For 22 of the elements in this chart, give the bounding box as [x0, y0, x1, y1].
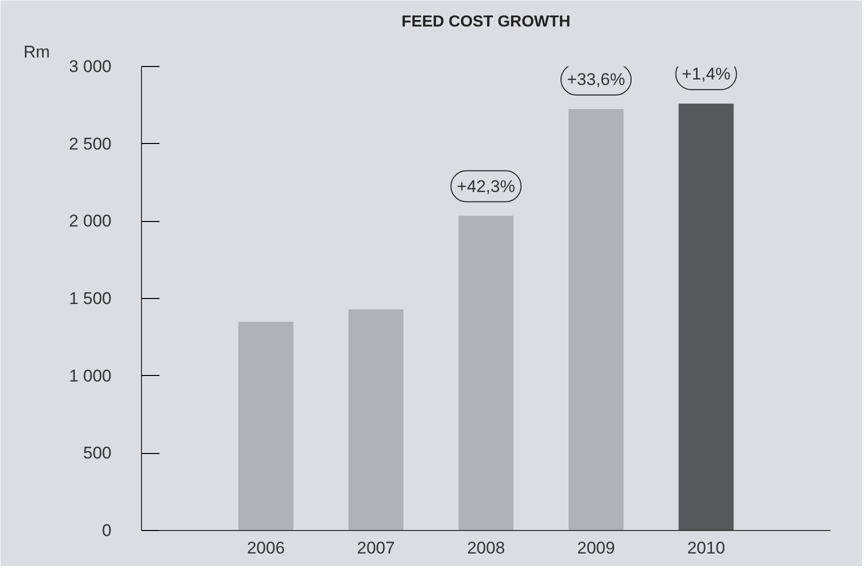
x-tick-label: 2007: [357, 538, 395, 558]
y-tick-label: 2 000: [68, 212, 112, 231]
bar: [348, 309, 404, 530]
y-tick-label: 1 000: [68, 366, 112, 386]
x-tick-label: 2009: [577, 538, 615, 558]
x-tick-label: 2008: [467, 538, 505, 558]
bar: [678, 104, 734, 530]
bar: [238, 322, 294, 530]
y-tick-label: 2 500: [68, 134, 112, 154]
y-tick-label: 1 500: [68, 289, 112, 308]
x-tick-label: 2010: [687, 538, 726, 558]
y-tick-label: 0: [102, 521, 112, 540]
annotation: +33,6%: [567, 70, 626, 90]
x-tick-label: 2006: [246, 538, 285, 558]
y-tick-label: 500: [83, 444, 112, 463]
annotation: +42,3%: [456, 176, 516, 196]
y-axis-title: Rm: [24, 42, 50, 62]
bar: [568, 109, 624, 530]
bar: [458, 216, 514, 530]
chart-title: FEED COST GROWTH: [402, 14, 570, 30]
annotation: +1,4%: [682, 64, 730, 84]
y-tick-label: 3 000: [68, 57, 112, 76]
